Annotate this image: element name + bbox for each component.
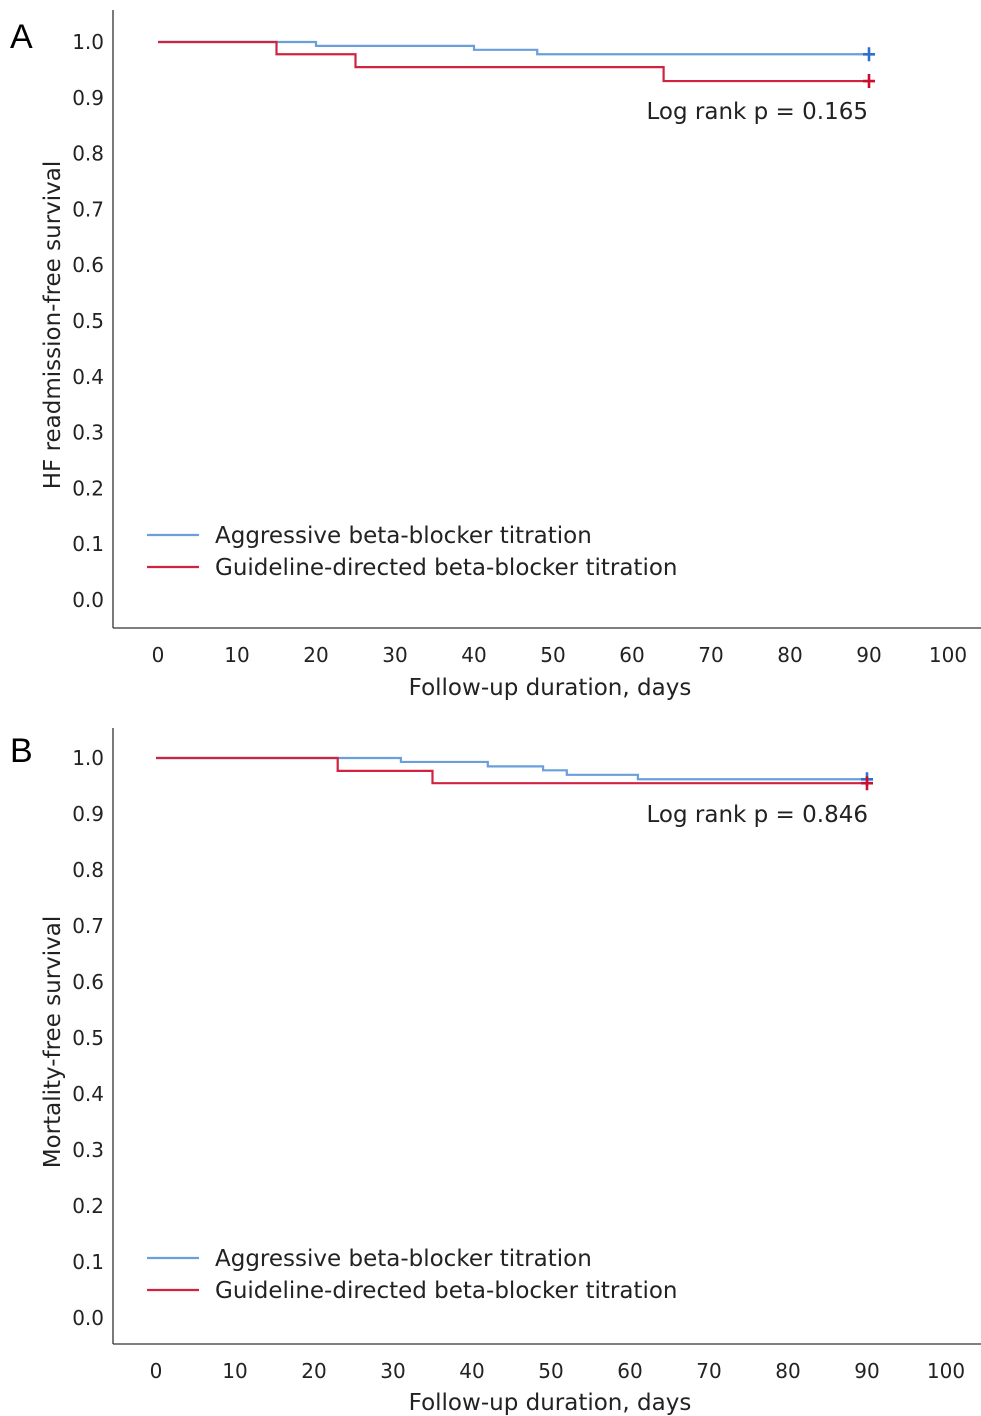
y-tick-label: 0.6 [72,970,104,994]
y-tick-label: 0.7 [72,197,104,221]
x-tick-label: 50 [538,1359,563,1383]
y-tick-label: 0.0 [72,588,104,612]
x-tick-label: 100 [929,643,967,667]
y-tick-label: 0.1 [72,532,104,556]
survival-curve-guideline [158,40,869,83]
y-tick-label: 0.5 [72,309,104,333]
y-tick-label: 0.7 [72,914,104,938]
x-tick-label: 30 [382,643,407,667]
y-tick-label: 0.9 [72,802,104,826]
y-tick-label: 0.3 [72,421,104,445]
panel-a: A 0.0 0.1 0.2 0.3 0.4 0.5 0.6 0.7 0.8 0.9 1.0 0 10 20 3… [10,10,981,701]
survival-curve-aggressive [158,40,869,56]
x-tick-label: 80 [775,1359,800,1383]
legend-label: Guideline-directed beta-blocker titratio… [215,1278,677,1304]
x-tick-label: 10 [224,643,249,667]
censor-marker [863,74,875,89]
log-rank-annotation: Log rank p = 0.165 [647,99,869,125]
y-tick-label: 0.8 [72,858,104,882]
legend-label: Guideline-directed beta-blocker titratio… [215,555,677,581]
x-tick-label: 50 [540,643,565,667]
x-axis-title: Follow-up duration, days [409,675,692,701]
y-axis-title: HF readmission-free survival [40,161,66,490]
legend-label: Aggressive beta-blocker titration [215,1246,592,1272]
x-tick-label: 0 [150,1359,163,1383]
x-tick-label: 90 [856,643,881,667]
x-tick-label: 70 [696,1359,721,1383]
y-tick-label: 0.2 [72,1194,104,1218]
survival-curve-guideline [156,756,867,785]
log-rank-annotation: Log rank p = 0.846 [647,802,869,828]
y-axis-title: Mortality-free survival [40,916,66,1169]
x-tick-label: 100 [927,1359,965,1383]
panel-b: B 0.0 0.1 0.2 0.3 0.4 0.5 0.6 0.7 0.8 0.9 1.0 0 10 20 3… [10,728,981,1416]
survival-curve-aggressive [156,756,867,781]
y-tick-label: 0.6 [72,253,104,277]
y-tick-label: 0.0 [72,1306,104,1330]
x-tick-label: 40 [459,1359,484,1383]
panel-letter: B [10,732,33,770]
panel-letter: A [10,18,33,56]
y-tick-label: 1.0 [72,30,104,54]
censor-marker [863,47,875,62]
y-tick-label: 1.0 [72,746,104,770]
x-tick-label: 40 [461,643,486,667]
x-tick-label: 0 [152,643,165,667]
y-tick-label: 0.2 [72,476,104,500]
x-tick-label: 70 [698,643,723,667]
x-tick-label: 60 [619,643,644,667]
y-tick-label: 0.1 [72,1250,104,1274]
x-axis-title: Follow-up duration, days [409,1390,692,1416]
legend-label: Aggressive beta-blocker titration [215,523,592,549]
y-tick-label: 0.3 [72,1138,104,1162]
y-tick-label: 0.4 [72,365,104,389]
y-tick-label: 0.5 [72,1026,104,1050]
x-tick-label: 30 [380,1359,405,1383]
y-tick-label: 0.8 [72,142,104,166]
censor-marker [861,776,873,791]
x-tick-label: 20 [301,1359,326,1383]
x-tick-label: 90 [854,1359,879,1383]
y-tick-label: 0.9 [72,86,104,110]
x-tick-label: 20 [303,643,328,667]
x-tick-label: 60 [617,1359,642,1383]
x-tick-label: 10 [222,1359,247,1383]
y-tick-label: 0.4 [72,1082,104,1106]
x-tick-label: 80 [777,643,802,667]
